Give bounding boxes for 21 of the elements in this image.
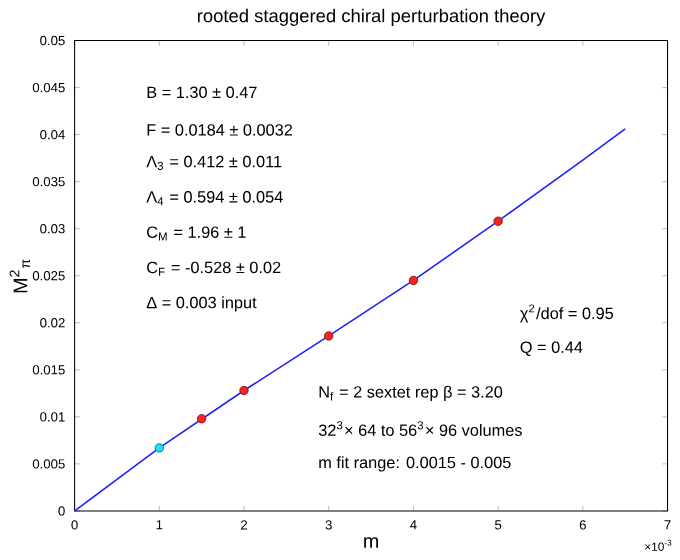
annotation: F = 0.0184 ± 0.0032 — [147, 124, 293, 136]
chart-title: rooted staggered chiral perturbation theory — [197, 8, 546, 27]
point — [154, 443, 164, 453]
annotation: χ$^{2}$/dof = 0.95 — [519, 304, 614, 323]
annotation: N$_{f}$ = 2 sextet rep β = 3.20 — [319, 385, 503, 402]
annotation: C$_{M}$ = 1.96 ± 1 — [147, 226, 246, 241]
line-series — [73, 128, 626, 512]
point — [239, 386, 249, 396]
point — [408, 275, 419, 286]
annotation: B = 1.30 ± 0.47 — [147, 86, 257, 99]
point — [197, 414, 207, 424]
annotation: Q = 0.44 — [520, 341, 583, 357]
annotation: Δ = 0.003 input — [146, 296, 257, 312]
annotation: C$_{F}$ = -0.528 ± 0.02 — [147, 261, 281, 276]
annotation: Λ$_{3}$ = 0.412 ± 0.011 — [146, 155, 282, 171]
point — [493, 216, 503, 226]
x-axis-title: m — [364, 537, 378, 548]
annotation: m fit range: 0.0015 - 0.005 — [319, 456, 511, 472]
annotation: 32$^{3}$× 64 to 56$^{3}$× 96 volumes — [318, 421, 522, 437]
point — [324, 331, 334, 341]
annotation: Λ$_{4}$ = 0.594 ± 0.054 — [146, 191, 283, 206]
